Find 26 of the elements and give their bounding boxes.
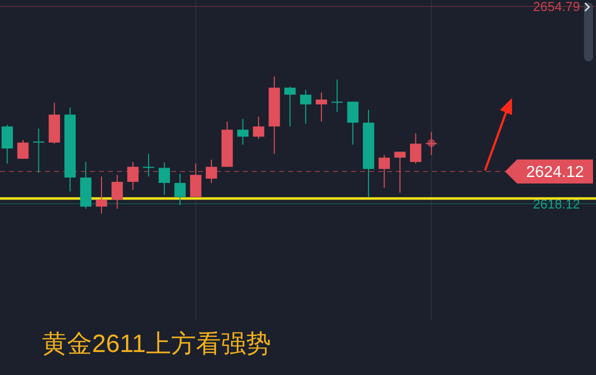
text: 黄金2611上方看强势	[42, 330, 271, 358]
ref-line-label: 2624.12	[526, 164, 584, 182]
candlestick	[190, 163, 202, 198]
candlestick	[158, 162, 170, 196]
candlestick	[331, 79, 343, 112]
candlestick	[206, 159, 218, 184]
candlestick	[174, 173, 186, 206]
ref-line-label: 2618.12	[533, 196, 580, 212]
candlestick	[32, 128, 44, 174]
candlestick	[2, 124, 13, 164]
candlestick	[17, 139, 29, 160]
candlestick	[300, 89, 312, 124]
candlestick	[284, 86, 296, 127]
candlestick	[394, 151, 406, 194]
candlestick	[142, 153, 154, 177]
candlestick	[378, 154, 390, 188]
candlestick	[347, 101, 358, 146]
candlestick	[316, 92, 328, 122]
candlestick	[237, 118, 249, 146]
candlestick	[96, 176, 108, 214]
candlestick	[426, 131, 438, 156]
candlestick	[410, 132, 422, 164]
candlestick	[252, 116, 264, 140]
ref-line-label: 2654.79	[533, 0, 580, 14]
candlestick	[112, 174, 123, 210]
candlestick	[127, 161, 139, 190]
